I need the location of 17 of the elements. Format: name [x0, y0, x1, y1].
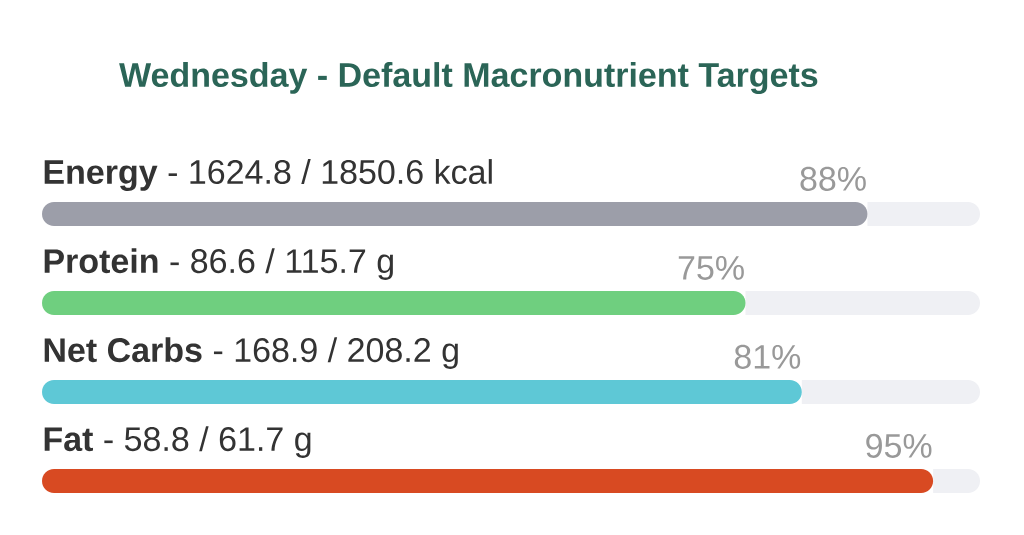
- bar: [801, 379, 980, 405]
- y-tick-label: Fat - 58.8 / 61.7 g: [44, 426, 311, 458]
- bar: [745, 290, 980, 316]
- bar: [42, 290, 746, 316]
- bar: [42, 201, 868, 227]
- data-label: 88%: [800, 166, 866, 191]
- data-label: 75%: [678, 255, 744, 280]
- bar: [42, 379, 802, 405]
- data-label: 81%: [734, 344, 801, 369]
- y-tick-label: Energy - 1624.8 / 1850.6 kcal: [44, 159, 492, 191]
- data-label: 95%: [866, 433, 932, 458]
- bar: [933, 468, 980, 493]
- chart-title: Wednesday - Default Macronutrient Targets: [119, 62, 818, 94]
- y-tick-label: Protein - 86.6 / 115.7 g: [44, 248, 393, 280]
- bar: [42, 468, 934, 493]
- bar: [867, 201, 980, 227]
- y-tick-label: Net Carbs - 168.9 / 208.2 g: [44, 337, 458, 369]
